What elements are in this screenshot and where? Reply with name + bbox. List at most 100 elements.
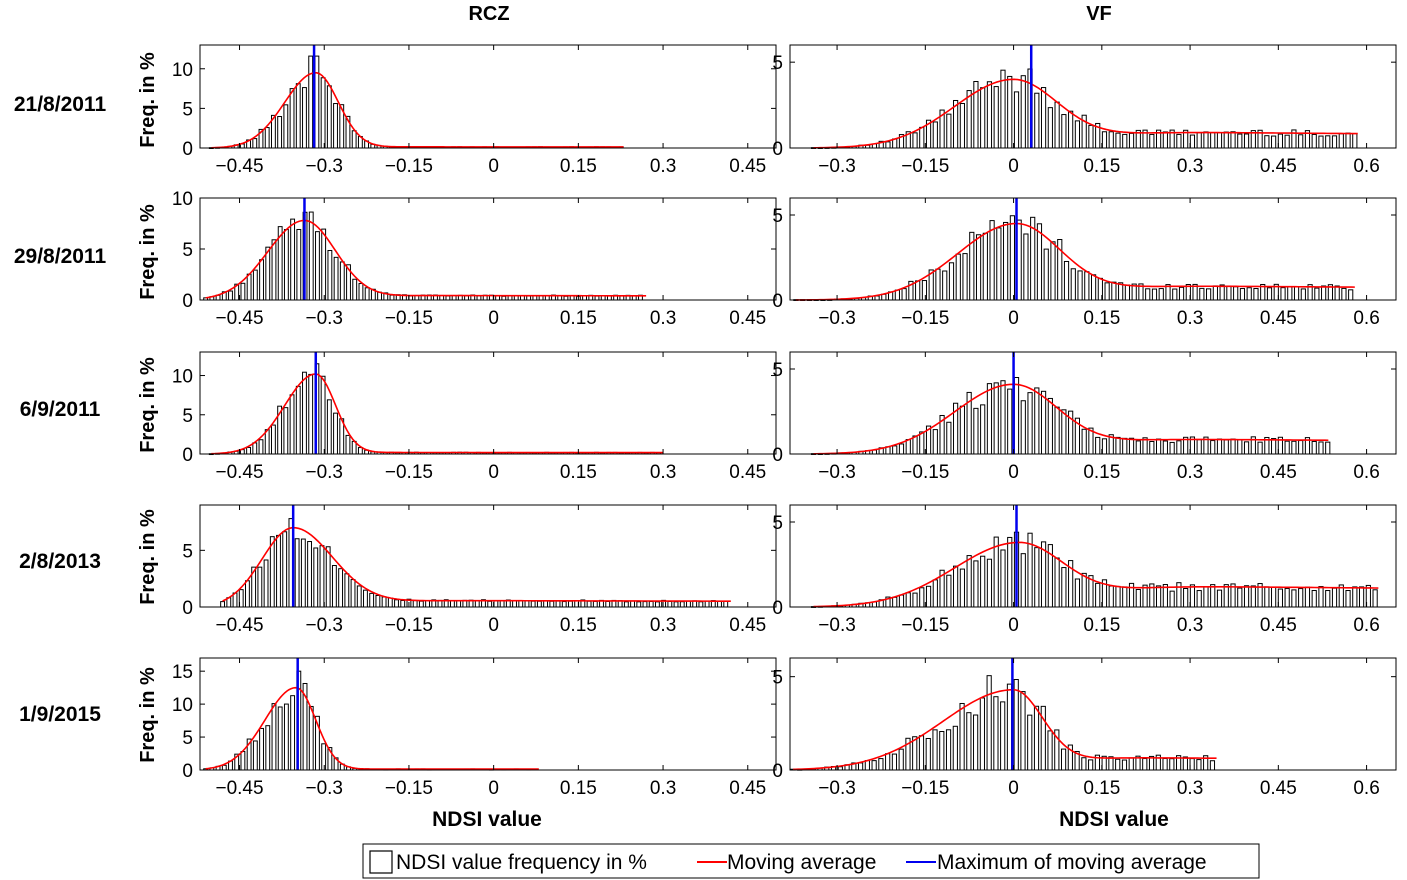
- legend-box: [362, 843, 1260, 879]
- histogram-bar: [946, 574, 952, 608]
- histogram-bar: [966, 712, 972, 771]
- histogram-bar: [1033, 705, 1040, 771]
- histogram-bar: [1111, 281, 1117, 301]
- x-axis-title-vf: NDSI value: [1059, 808, 1169, 831]
- histogram-bar: [264, 429, 270, 455]
- histogram-bar: [313, 547, 319, 608]
- x-tick-label: 0.45: [1260, 156, 1297, 177]
- histogram-bar: [1040, 87, 1047, 149]
- histogram-bar: [1063, 260, 1070, 301]
- histogram-bar: [358, 283, 364, 301]
- histogram-bar: [996, 227, 1002, 301]
- histogram-bar: [898, 748, 904, 771]
- histogram-bar: [1352, 133, 1358, 149]
- histogram-bar: [240, 751, 246, 771]
- histogram-bar: [319, 545, 325, 608]
- y-tick-label: 5: [182, 406, 193, 427]
- histogram-bar: [986, 558, 993, 608]
- histogram-bar: [1250, 585, 1256, 608]
- histogram-bar: [946, 421, 952, 455]
- histogram-bar: [912, 592, 918, 608]
- histogram-bar: [1199, 287, 1205, 301]
- histogram-bar: [333, 103, 338, 149]
- histogram-bar: [456, 600, 462, 608]
- histogram-bar: [918, 735, 925, 771]
- histogram-bar: [563, 295, 569, 301]
- histogram-bar: [1210, 132, 1216, 149]
- histogram-bar: [327, 249, 333, 301]
- histogram-bar: [1189, 758, 1195, 771]
- histogram-bar: [300, 538, 306, 608]
- histogram-bar: [271, 239, 277, 301]
- x-tick-label: 0.45: [729, 615, 766, 636]
- histogram-bar: [1158, 288, 1164, 301]
- histogram-bar: [257, 566, 263, 608]
- y-tick-label: 0: [182, 761, 193, 782]
- x-tick-label: −0.45: [215, 778, 263, 799]
- histogram-bar: [375, 594, 381, 608]
- x-tick-label: −0.3: [305, 156, 343, 177]
- x-tick-label: 0: [488, 615, 499, 636]
- histogram-bar: [1243, 585, 1250, 608]
- histogram-bar: [400, 600, 406, 608]
- histogram-bar: [871, 760, 877, 771]
- histogram-bar: [350, 579, 356, 608]
- histogram-bar: [283, 229, 289, 301]
- histogram-bar: [1156, 438, 1162, 455]
- x-tick-label: 0.3: [650, 308, 676, 329]
- x-tick-label: 0.45: [729, 462, 766, 483]
- histogram-bar: [1331, 587, 1338, 608]
- histogram-bar: [282, 531, 288, 608]
- histogram-bar: [269, 536, 275, 608]
- histogram-bar: [1348, 289, 1354, 301]
- histogram-bar: [1219, 284, 1225, 301]
- x-tick-label: 0.3: [650, 778, 676, 799]
- y-tick-label: 10: [172, 60, 193, 81]
- histogram-bar: [864, 760, 870, 771]
- histogram-bar: [418, 600, 424, 608]
- histogram-bar: [1246, 287, 1252, 301]
- histogram-bar: [263, 559, 269, 608]
- x-tick-label: 0.15: [560, 778, 597, 799]
- histogram-bar: [1321, 285, 1327, 301]
- moving-average-line: [205, 219, 647, 299]
- histogram-bar: [600, 295, 606, 301]
- histogram-bar: [512, 600, 517, 608]
- x-tick-label: −0.15: [901, 615, 949, 636]
- histogram-bar: [308, 705, 314, 771]
- histogram-bar: [1196, 132, 1202, 149]
- x-tick-label: 0.15: [1083, 156, 1120, 177]
- histogram-bar: [333, 412, 338, 455]
- histogram-bar: [667, 600, 673, 608]
- histogram-bar: [1223, 439, 1229, 455]
- x-tick-label: −0.3: [818, 462, 856, 483]
- histogram-bar: [530, 600, 536, 608]
- histogram-bar: [1372, 589, 1378, 608]
- y-axis-title-3: Freq. in %: [137, 357, 159, 453]
- histogram-bar: [1034, 92, 1040, 149]
- histogram-bar: [1068, 110, 1074, 149]
- panel-rcz-5: −0.45 −0.3 −0.15 0 0.15 0.3 0.45 0 5 10 15: [172, 657, 777, 799]
- histogram-bar: [1212, 285, 1218, 301]
- histogram-bar: [295, 385, 301, 455]
- legend-label-bars: NDSI value frequency in %: [396, 851, 647, 874]
- histogram-bar: [912, 132, 918, 149]
- moving-average-line: [205, 686, 539, 770]
- histogram-bar: [1169, 590, 1175, 608]
- histogram-bar: [1043, 248, 1049, 301]
- y-tick-label: 0: [182, 598, 193, 619]
- axes-frame: [199, 504, 777, 608]
- histogram-bar: [1325, 590, 1331, 608]
- x-tick-label: 0: [1008, 308, 1019, 329]
- histogram-bar: [932, 429, 938, 455]
- histogram-bar: [1264, 586, 1270, 608]
- x-tick-label: 0: [488, 778, 499, 799]
- histogram-bar: [989, 220, 995, 301]
- histogram-bar: [1266, 287, 1273, 301]
- x-tick-label: 0.6: [1353, 778, 1379, 799]
- histogram-bar: [1135, 440, 1141, 455]
- histogram-bar: [1189, 584, 1196, 608]
- histogram-bar: [1108, 131, 1114, 149]
- x-tick-label: 0: [488, 156, 499, 177]
- x-tick-label: 0.6: [1353, 462, 1379, 483]
